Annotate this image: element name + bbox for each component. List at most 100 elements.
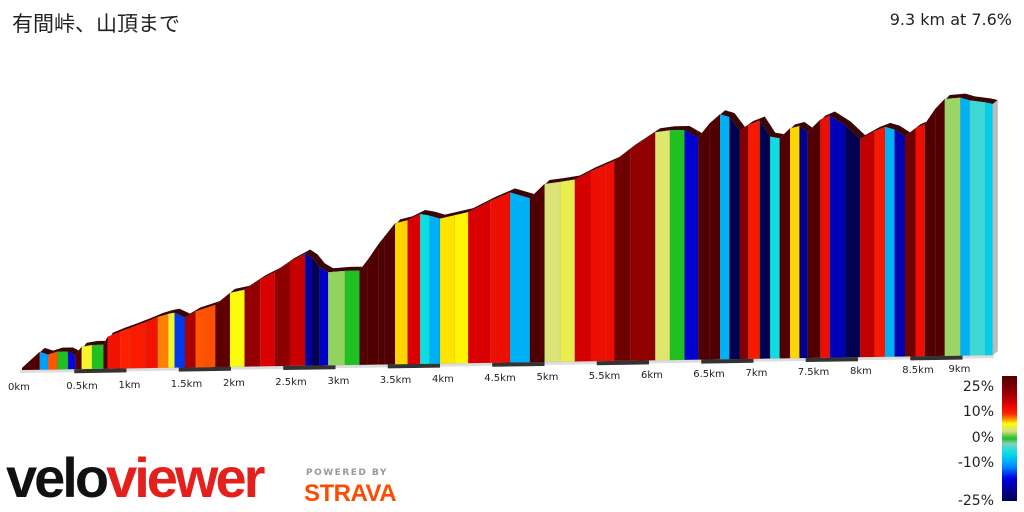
profile-segment	[874, 126, 886, 358]
profile-segment	[184, 310, 196, 368]
profile-segment	[327, 270, 346, 366]
profile-segment	[39, 351, 49, 370]
legend-label: 0%	[971, 430, 994, 446]
profile-segment	[384, 222, 396, 365]
profile-segment	[770, 136, 780, 359]
profile-segment	[985, 102, 994, 356]
profile-segment	[904, 127, 916, 357]
profile-segment	[454, 211, 469, 364]
strava-logo[interactable]: STRAVA	[304, 480, 397, 507]
profile-segment	[604, 160, 615, 362]
baseline-km-band	[492, 362, 545, 367]
baseline-km-band	[596, 360, 649, 366]
baseline-km-band	[910, 355, 963, 361]
profile-segment	[684, 129, 699, 361]
logo-viewer: viewer	[106, 446, 265, 509]
profile-segment	[574, 171, 591, 362]
baseline-km-band	[701, 358, 754, 364]
profile-segment	[729, 116, 741, 360]
profile-segment	[614, 148, 631, 362]
profile-segment	[260, 271, 276, 367]
profile-segment	[312, 257, 321, 366]
profile-segment	[799, 125, 809, 359]
profile-segment	[91, 344, 104, 370]
x-tick-label: 6km	[641, 370, 663, 381]
profile-end-cap	[992, 100, 998, 356]
x-tick-label: 2km	[223, 378, 245, 389]
profile-segment	[378, 235, 385, 365]
profile-segment	[229, 289, 245, 368]
logo-velo: velo	[6, 446, 109, 509]
profile-segment	[739, 124, 749, 360]
profile-segment	[884, 126, 895, 357]
x-tick-label: 7.5km	[798, 367, 829, 378]
x-tick-label: 8.5km	[902, 365, 933, 376]
x-tick-label: 4km	[432, 374, 454, 385]
baseline-km-band	[283, 365, 336, 370]
profile-segment	[157, 313, 169, 369]
profile-segment	[559, 179, 576, 362]
profile-segment	[845, 124, 861, 358]
profile-segment	[894, 129, 906, 357]
profile-segment	[419, 213, 430, 365]
profile-segment	[915, 123, 926, 357]
baseline-km-band	[178, 366, 231, 372]
x-tick-label: 6.5km	[693, 369, 724, 380]
profile-segment	[367, 243, 379, 365]
legend-label: 10%	[962, 404, 994, 420]
profile-segment	[590, 164, 606, 362]
profile-segment	[759, 119, 771, 359]
segment-title: 有間峠、山頂まで	[12, 12, 180, 36]
profile-segment	[509, 192, 531, 363]
profile-segment	[289, 253, 306, 367]
profile-segment	[168, 312, 175, 368]
x-tick-label: 2.5km	[275, 377, 306, 388]
profile-segment	[274, 261, 290, 367]
profile-segment	[215, 292, 231, 368]
x-tick-label: 3.5km	[380, 375, 411, 386]
profile-segment	[244, 279, 261, 367]
profile-segment	[304, 253, 313, 366]
profile-segment	[969, 100, 986, 356]
profile-segment	[344, 270, 360, 366]
profile-segment	[319, 266, 329, 366]
veloviewer-logo[interactable]: veloviewer	[6, 446, 265, 509]
x-tick-label: 5.5km	[589, 371, 620, 382]
x-tick-label: 4.5km	[484, 373, 515, 384]
x-tick-label: 0km	[8, 382, 30, 393]
x-tick-label: 1.5km	[171, 379, 202, 390]
profile-segment	[935, 98, 945, 357]
baseline-km-band	[387, 363, 440, 369]
profile-segment	[21, 351, 40, 371]
profile-segment	[174, 312, 186, 368]
profile-segment	[697, 122, 710, 360]
profile-segment	[820, 115, 830, 358]
x-tick-label: 7km	[746, 368, 768, 379]
powered-by-label: POWERED BY	[306, 468, 388, 478]
profile-segment	[195, 308, 206, 368]
x-tick-label: 0.5km	[66, 381, 97, 392]
profile-segment	[529, 183, 545, 363]
profile-segment	[859, 130, 875, 358]
x-tick-label: 5km	[537, 372, 559, 383]
profile-segment	[57, 351, 69, 370]
profile-segment	[204, 304, 216, 368]
gradient-colorbar	[1002, 376, 1017, 501]
profile-segment	[789, 125, 800, 359]
segment-summary: 9.3 km at 7.6%	[889, 10, 1012, 29]
profile-segment	[129, 321, 146, 369]
profile-segment	[47, 351, 58, 370]
legend-label: -25%	[957, 493, 994, 509]
profile-segment	[439, 214, 455, 364]
x-tick-label: 1km	[119, 380, 141, 391]
profile-segment	[489, 192, 511, 364]
profile-segment	[829, 115, 846, 358]
profile-segment	[748, 120, 760, 360]
profile-segment	[629, 131, 656, 361]
legend-label: 25%	[962, 379, 994, 395]
profile-segment	[807, 119, 821, 359]
x-tick-label: 9km	[949, 364, 971, 375]
profile-segment	[407, 213, 421, 365]
baseline-km-band	[805, 357, 858, 362]
